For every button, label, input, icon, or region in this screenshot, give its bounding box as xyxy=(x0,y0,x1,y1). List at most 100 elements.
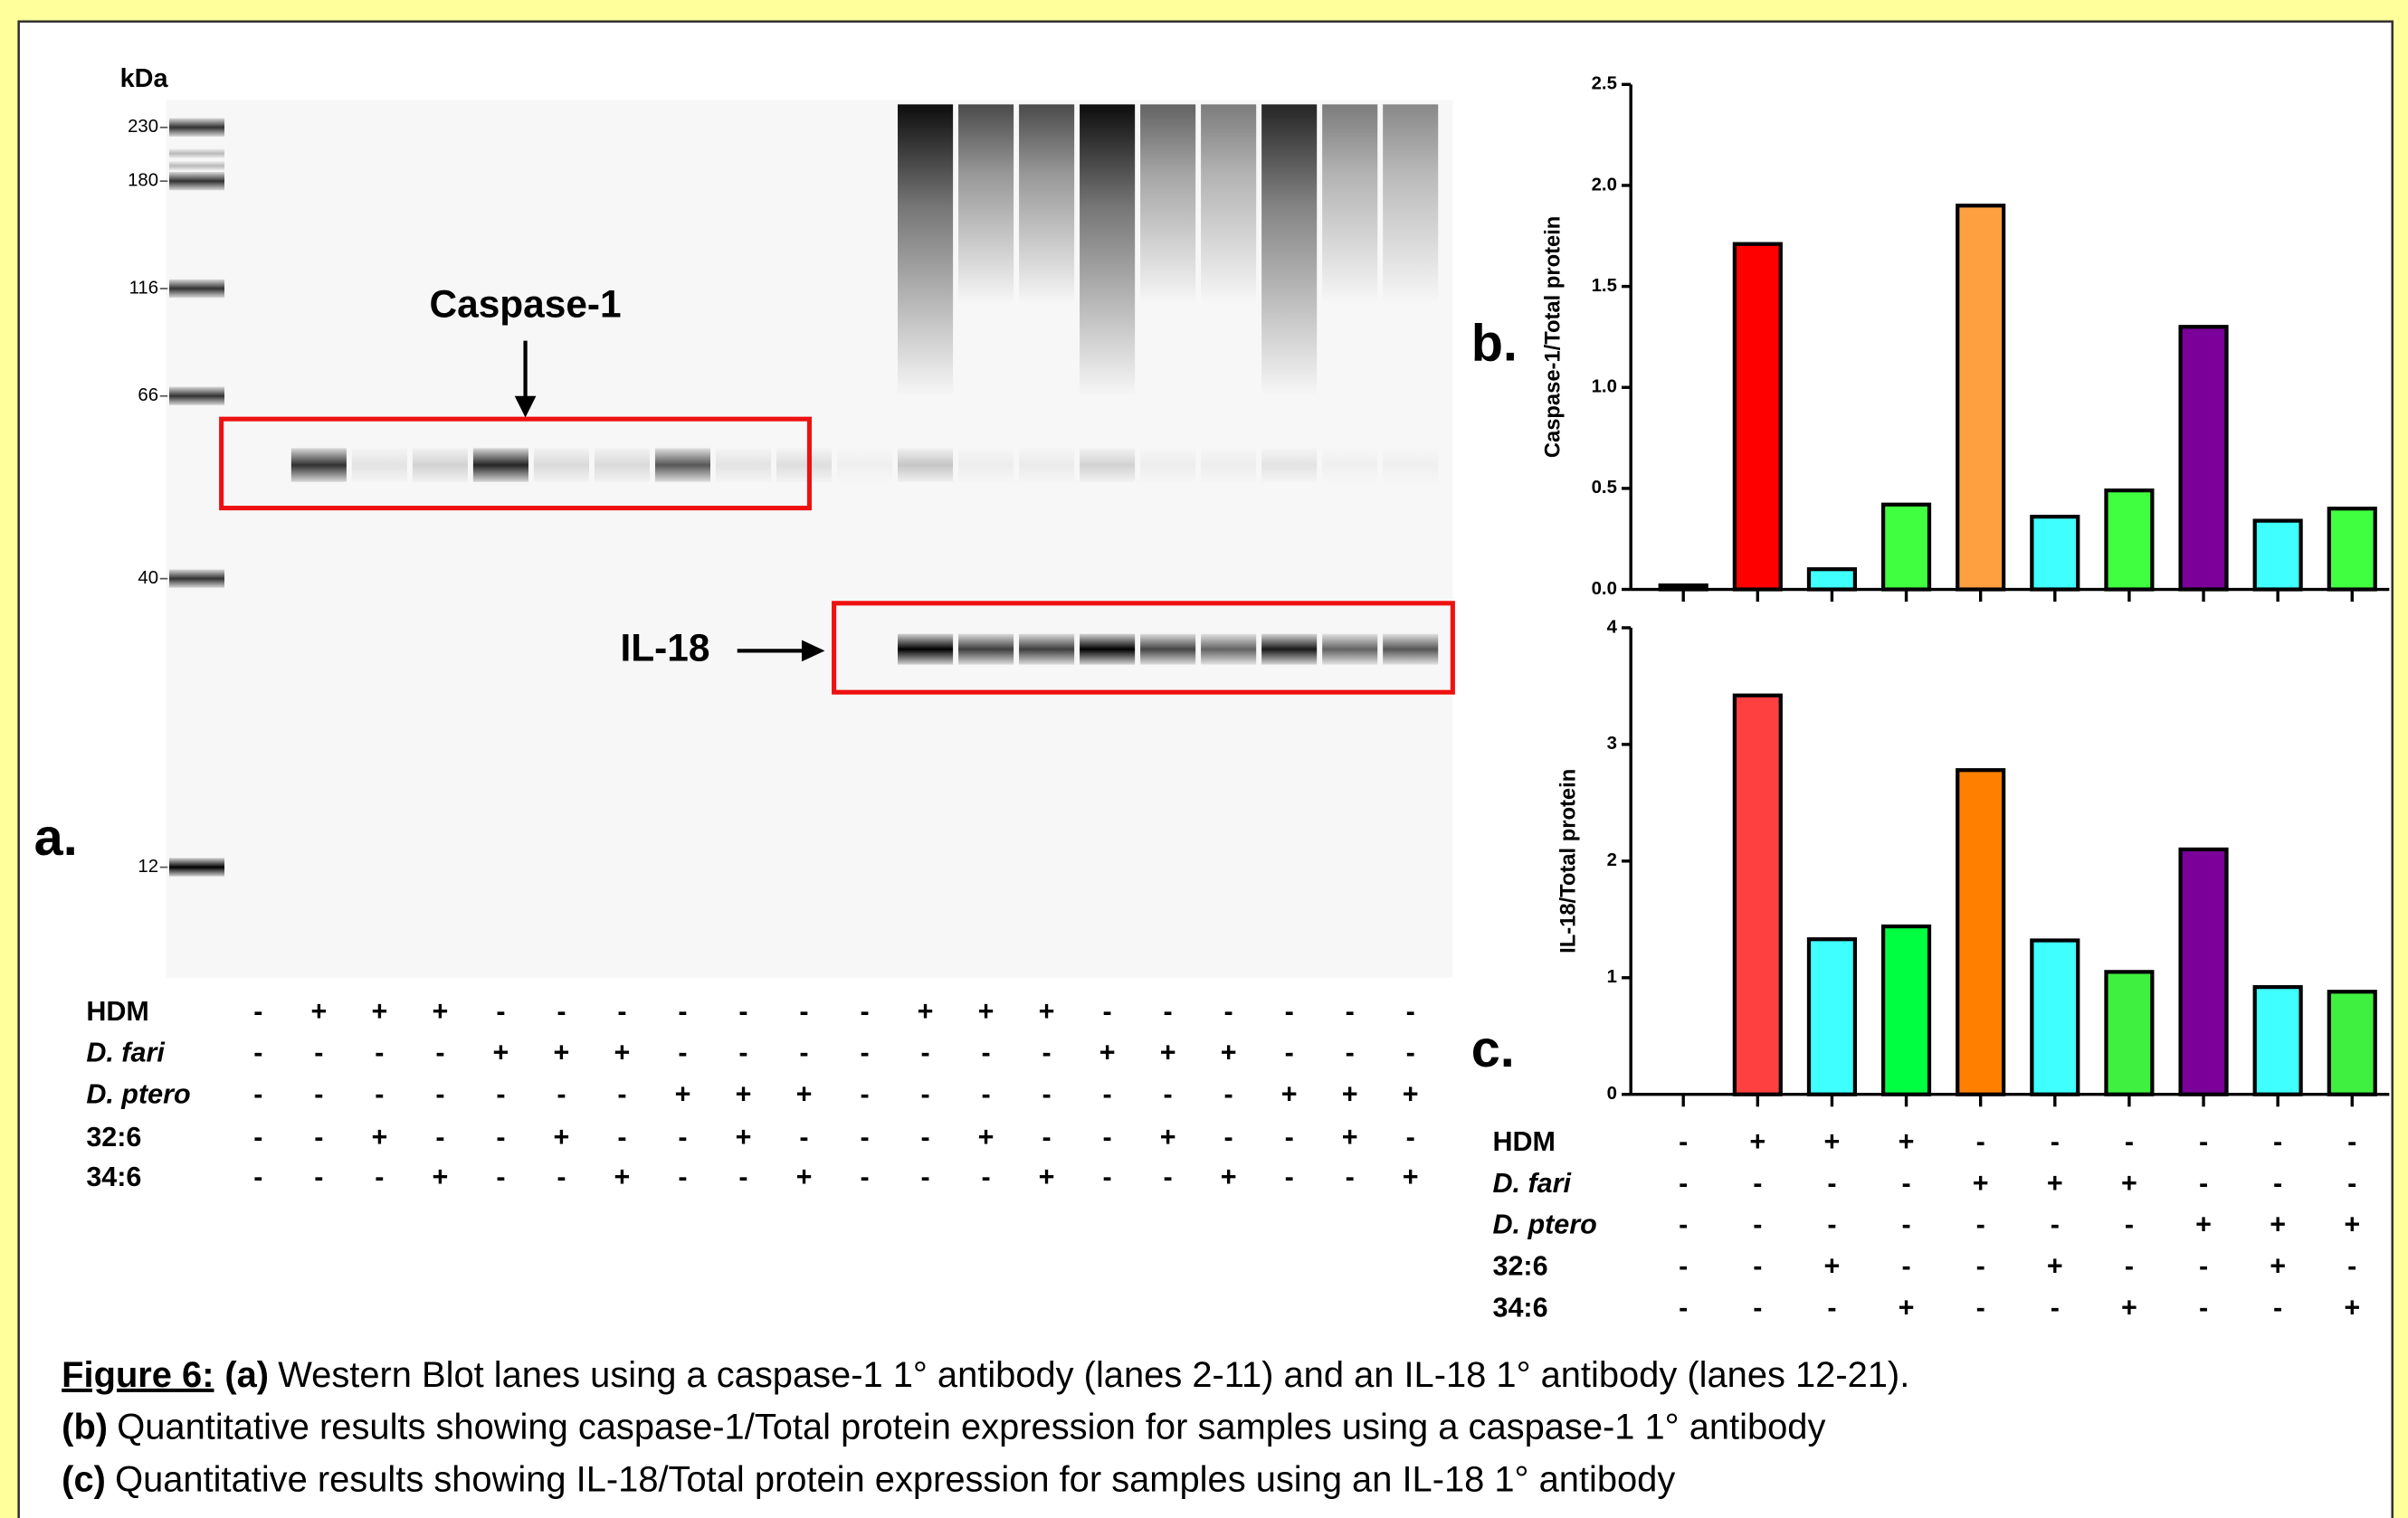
bar xyxy=(1957,770,2003,1094)
condition-sign: - xyxy=(375,1078,384,1109)
condition-sign: - xyxy=(2347,1168,2356,1199)
blot-band xyxy=(898,634,953,665)
caption-line: (c)Quantitative results showing IL-18/To… xyxy=(62,1459,1675,1499)
unit-label: kDa xyxy=(120,64,169,93)
blot-band xyxy=(413,448,468,481)
y-tick-label: 1.5 xyxy=(1592,276,1617,296)
condition-sign: + xyxy=(1342,1078,1358,1109)
condition-sign: + xyxy=(2344,1210,2360,1240)
condition-sign: - xyxy=(2051,1292,2060,1323)
blot-smear xyxy=(1322,104,1377,304)
condition-sign: - xyxy=(557,996,566,1027)
condition-sign: - xyxy=(1753,1251,1762,1282)
blot-band xyxy=(1201,448,1256,481)
condition-sign: - xyxy=(1406,1122,1415,1153)
condition-label: 34:6 xyxy=(86,1162,141,1192)
blot-band xyxy=(898,448,953,481)
condition-sign: - xyxy=(678,996,687,1027)
blot-band xyxy=(1080,448,1135,481)
condition-sign: - xyxy=(2273,1168,2282,1199)
condition-sign: + xyxy=(978,996,995,1027)
condition-sign: - xyxy=(375,1038,384,1068)
condition-sign: + xyxy=(1039,996,1055,1027)
condition-sign: + xyxy=(614,1162,631,1192)
condition-sign: - xyxy=(1976,1251,1985,1282)
bar xyxy=(2106,490,2152,589)
y-tick-label: 2.5 xyxy=(1592,74,1617,94)
condition-sign: + xyxy=(2047,1168,2063,1199)
condition-sign: - xyxy=(1346,1038,1355,1068)
condition-sign: - xyxy=(1976,1210,1985,1240)
condition-sign: + xyxy=(736,1122,752,1153)
condition-sign: + xyxy=(1281,1078,1298,1109)
condition-sign: + xyxy=(371,1122,387,1153)
condition-sign: + xyxy=(432,1162,448,1192)
condition-sign: - xyxy=(2125,1251,2134,1282)
condition-sign: - xyxy=(557,1078,566,1109)
condition-sign: - xyxy=(1753,1168,1762,1199)
blot-band xyxy=(1140,448,1195,481)
blot-smear xyxy=(958,104,1014,304)
condition-label: D. ptero xyxy=(86,1078,190,1109)
condition-sign: - xyxy=(435,1122,444,1153)
condition-sign: - xyxy=(860,996,869,1027)
condition-sign: + xyxy=(1342,1122,1358,1153)
bar xyxy=(2181,327,2227,589)
condition-sign: + xyxy=(796,1162,813,1192)
ladder-band xyxy=(169,858,224,876)
blot-band xyxy=(352,448,407,481)
condition-sign: + xyxy=(675,1078,691,1109)
condition-sign: + xyxy=(1160,1038,1176,1068)
caption-text: Quantitative results showing IL-18/Total… xyxy=(115,1459,1675,1499)
condition-sign: - xyxy=(860,1162,869,1192)
condition-sign: + xyxy=(1973,1168,1989,1199)
condition-sign: - xyxy=(1827,1292,1836,1323)
caption-text: Quantitative results showing caspase-1/T… xyxy=(117,1407,1825,1447)
blot-smear xyxy=(1140,104,1195,304)
caspase-label: Caspase-1 xyxy=(429,283,621,326)
condition-sign: - xyxy=(1901,1168,1910,1199)
condition-sign: - xyxy=(253,996,262,1027)
condition-sign: - xyxy=(1827,1168,1836,1199)
condition-sign: + xyxy=(1221,1038,1237,1068)
il18-label: IL-18 xyxy=(620,627,709,669)
bar xyxy=(1883,505,1929,590)
caption-tag: (a) xyxy=(224,1354,269,1394)
condition-sign: - xyxy=(678,1122,687,1153)
condition-sign: - xyxy=(1224,996,1233,1027)
condition-sign: - xyxy=(1901,1251,1910,1282)
condition-sign: - xyxy=(1679,1251,1688,1282)
condition-sign: - xyxy=(617,1122,626,1153)
ladder-label: 230 xyxy=(128,117,158,137)
condition-sign: + xyxy=(796,1078,813,1109)
blot-smear xyxy=(1019,104,1074,304)
caption-tag: (c) xyxy=(62,1459,106,1499)
condition-sign: - xyxy=(496,1122,505,1153)
condition-sign: - xyxy=(1827,1210,1836,1240)
bar xyxy=(1735,696,1781,1095)
condition-sign: - xyxy=(1042,1078,1052,1109)
ladder-label: 116 xyxy=(129,278,158,298)
condition-sign: - xyxy=(253,1122,262,1153)
condition-sign: + xyxy=(2047,1251,2063,1282)
condition-sign: + xyxy=(2344,1292,2360,1323)
condition-sign: - xyxy=(314,1038,323,1068)
condition-sign: - xyxy=(617,1078,626,1109)
condition-sign: - xyxy=(1753,1210,1762,1240)
y-axis-label: Caspase-1/Total protein xyxy=(1541,216,1566,458)
condition-sign: + xyxy=(432,996,448,1027)
condition-sign: + xyxy=(1160,1122,1176,1153)
y-tick-label: 4 xyxy=(1607,617,1618,637)
blot-smear xyxy=(1201,104,1256,304)
condition-sign: - xyxy=(1285,1122,1294,1153)
blot-band xyxy=(1383,634,1438,665)
condition-sign: - xyxy=(1285,996,1294,1027)
condition-sign: + xyxy=(2270,1251,2286,1282)
condition-sign: - xyxy=(617,996,626,1027)
condition-sign: - xyxy=(1346,996,1355,1027)
condition-label: D. ptero xyxy=(1492,1210,1596,1240)
condition-sign: - xyxy=(2125,1210,2134,1240)
bar xyxy=(1883,926,1929,1095)
condition-sign: - xyxy=(860,1038,869,1068)
condition-sign: - xyxy=(2273,1292,2282,1323)
